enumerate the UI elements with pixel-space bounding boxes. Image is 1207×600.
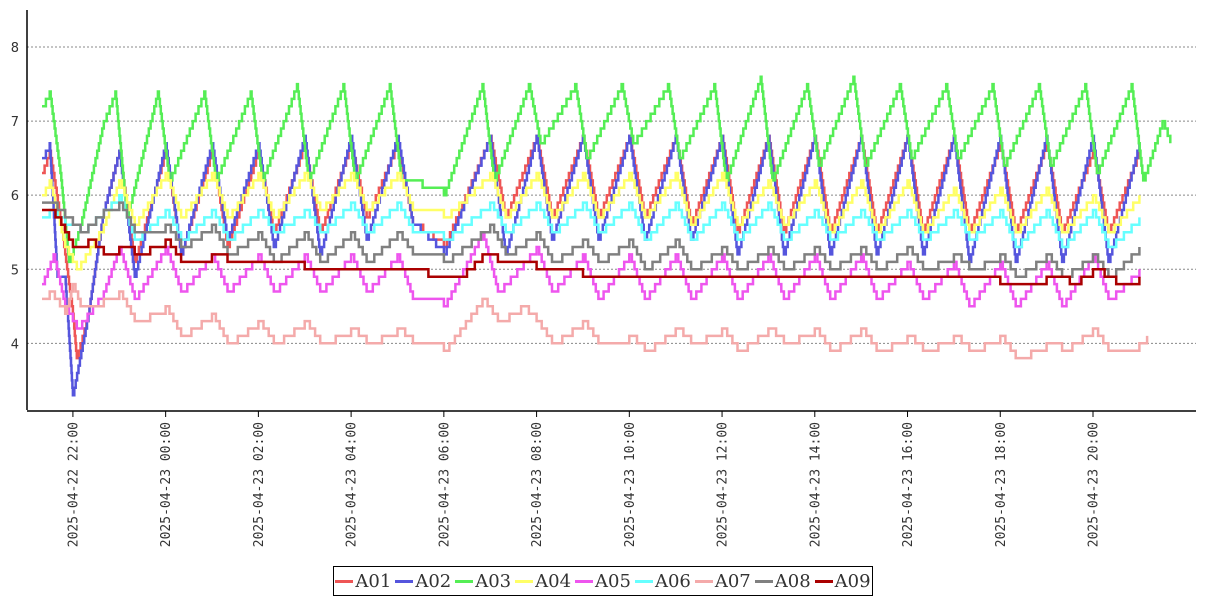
series-line-a08 bbox=[42, 201, 1141, 278]
x-tick-label: 2025-04-23 20:00 bbox=[1086, 422, 1101, 547]
legend-swatch bbox=[515, 579, 534, 583]
legend-label: A07 bbox=[714, 570, 751, 592]
y-tick-label: 6 bbox=[11, 189, 19, 204]
legend-swatch bbox=[335, 579, 354, 583]
y-tick-label: 5 bbox=[11, 263, 19, 278]
legend-label: A09 bbox=[834, 570, 871, 592]
series-lines bbox=[42, 75, 1172, 397]
x-tick-label: 2025-04-23 00:00 bbox=[159, 422, 174, 547]
series-line-a06 bbox=[42, 193, 1141, 249]
x-tick-label: 2025-04-23 04:00 bbox=[345, 422, 360, 547]
legend-item-a04: A04 bbox=[515, 571, 571, 592]
legend-label: A02 bbox=[415, 570, 452, 592]
legend-item-a01: A01 bbox=[335, 571, 391, 592]
series-line-a09 bbox=[42, 208, 1141, 286]
series-line-a03 bbox=[42, 75, 1172, 264]
legend-item-a02: A02 bbox=[395, 571, 451, 592]
x-tick-label: 2025-04-23 02:00 bbox=[252, 422, 267, 547]
legend-label: A05 bbox=[595, 570, 631, 592]
x-tick-label: 2025-04-23 06:00 bbox=[437, 422, 452, 547]
x-tick-label: 2025-04-23 10:00 bbox=[623, 422, 638, 547]
x-tick-label: 2025-04-23 14:00 bbox=[808, 422, 823, 547]
legend-item-a09: A09 bbox=[814, 570, 871, 592]
legend-swatch bbox=[455, 579, 474, 583]
x-axis: 2025-04-22 22:00 2025-04-23 00:00 2025-04-… bbox=[27, 410, 1196, 547]
y-tick-label: 7 bbox=[11, 115, 19, 130]
series-line-a07 bbox=[42, 282, 1149, 360]
x-tick-label: 2025-04-23 08:00 bbox=[530, 422, 545, 547]
legend-item-a05: A05 bbox=[575, 571, 631, 592]
series-line-a05 bbox=[42, 230, 1141, 330]
legend-swatch bbox=[634, 579, 653, 583]
legend-item-a03: A03 bbox=[455, 571, 511, 592]
y-axis: 4 5 6 7 8 bbox=[11, 10, 28, 410]
y-tick-label: 4 bbox=[11, 337, 19, 352]
legend-item-a06: A06 bbox=[634, 570, 691, 592]
legend: A01 A02 A03 A04 A05 A06 A07 A08 A09 bbox=[333, 566, 873, 596]
legend-swatch bbox=[395, 579, 414, 583]
legend-swatch bbox=[754, 579, 773, 583]
legend-label: A01 bbox=[355, 570, 392, 592]
legend-item-a08: A08 bbox=[754, 570, 811, 592]
legend-label: A04 bbox=[535, 570, 572, 592]
legend-label: A06 bbox=[654, 570, 691, 592]
legend-label: A03 bbox=[475, 570, 512, 592]
legend-swatch bbox=[814, 579, 833, 583]
series-line-a04 bbox=[42, 171, 1141, 271]
x-tick-label: 2025-04-23 12:00 bbox=[716, 422, 731, 547]
y-tick-label: 8 bbox=[11, 41, 19, 56]
legend-label: A08 bbox=[774, 570, 811, 592]
x-tick-label: 2025-04-23 16:00 bbox=[901, 422, 916, 547]
legend-item-a07: A07 bbox=[694, 570, 751, 592]
legend-swatch bbox=[575, 579, 594, 583]
legend-swatch bbox=[694, 579, 713, 583]
x-tick-label: 2025-04-23 18:00 bbox=[994, 422, 1009, 547]
x-tick-label: 2025-04-22 22:00 bbox=[66, 422, 81, 547]
